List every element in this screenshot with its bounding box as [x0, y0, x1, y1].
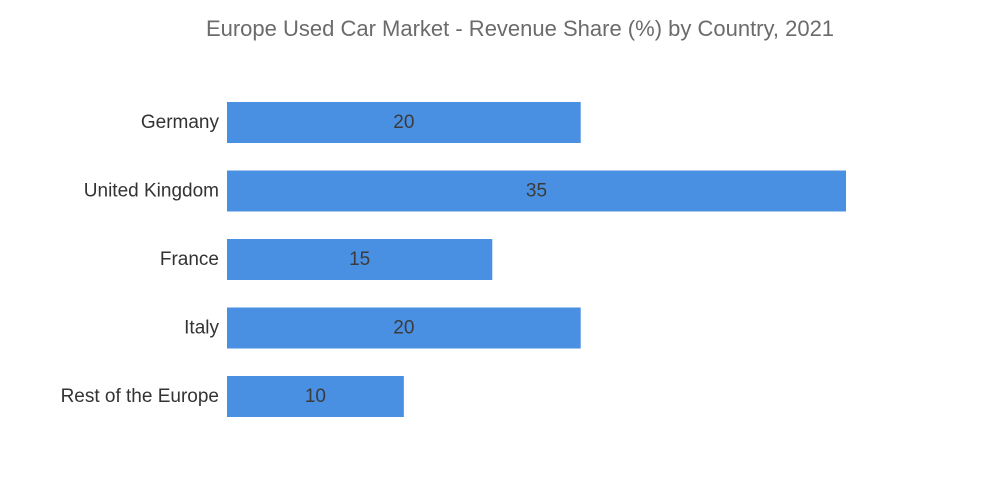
category-label-united-kingdom: United Kingdom: [84, 181, 219, 202]
bar-rest-of-the-europe: [227, 376, 404, 417]
bar-france: [227, 239, 493, 280]
category-label-italy: Italy: [184, 318, 219, 339]
value-label-france: 15: [349, 249, 370, 270]
value-label-germany: 20: [393, 112, 414, 133]
category-label-france: France: [160, 249, 219, 270]
value-label-united-kingdom: 35: [526, 181, 547, 202]
category-label-germany: Germany: [141, 112, 220, 133]
value-label-rest-of-the-europe: 10: [305, 386, 326, 407]
bar-italy: [227, 307, 581, 349]
category-label-rest-of-the-europe: Rest of the Europe: [61, 386, 219, 407]
chart-title: Europe Used Car Market - Revenue Share (…: [205, 16, 835, 41]
bar-united-kingdom: [227, 170, 846, 212]
bar-germany: [227, 102, 581, 143]
value-label-italy: 20: [393, 318, 414, 339]
